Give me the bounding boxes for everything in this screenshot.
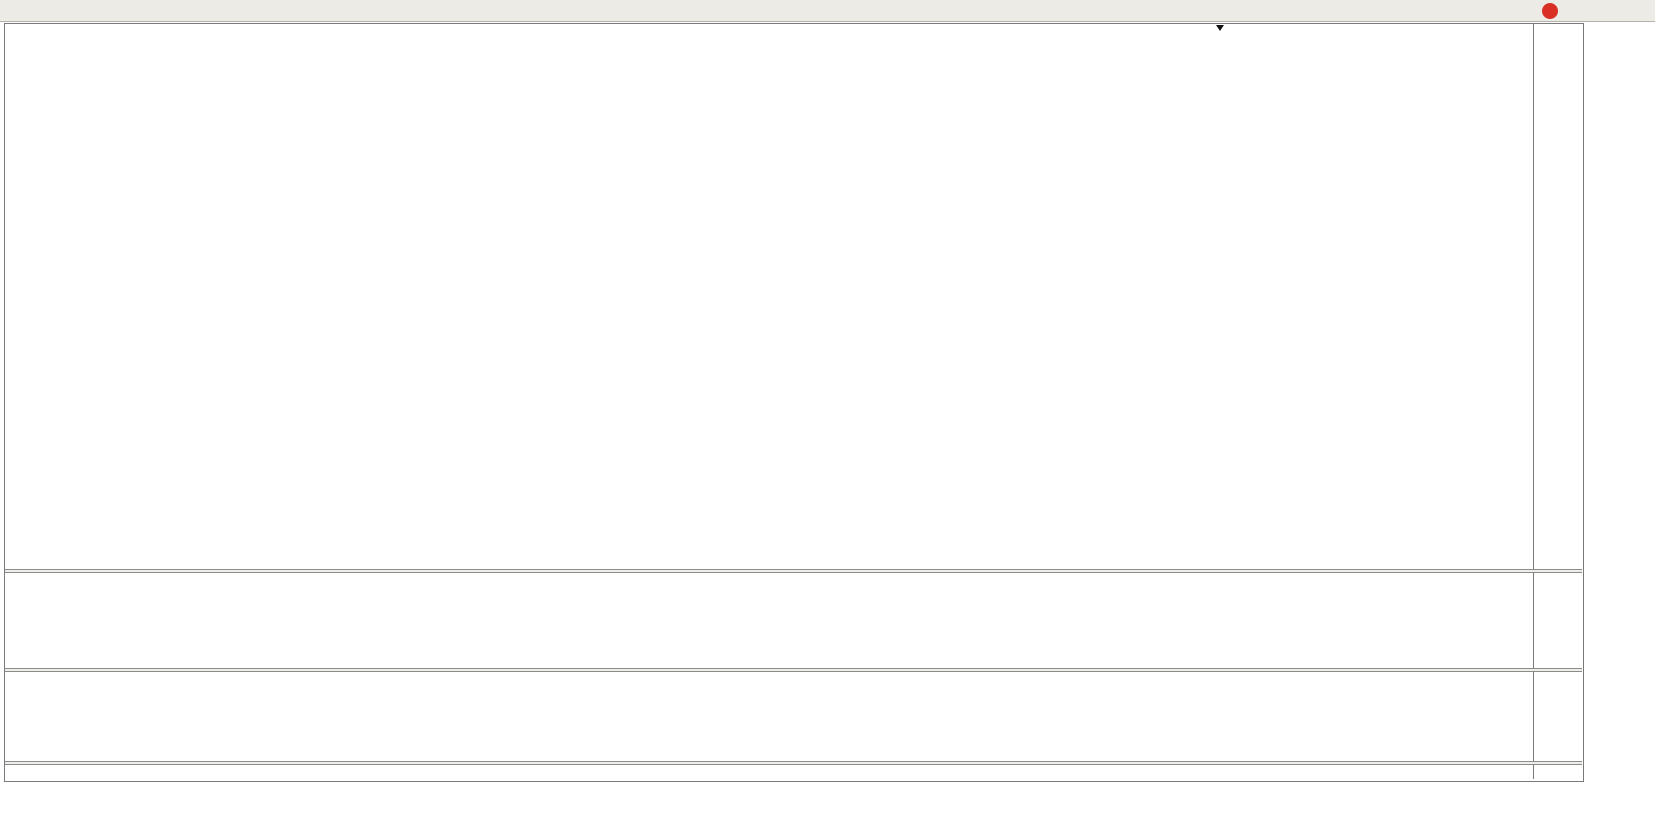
price-scale-divider	[1533, 24, 1534, 779]
rsi-indicator-canvas[interactable]	[5, 672, 1533, 761]
macd-pane-divider[interactable]	[5, 569, 1582, 573]
macd-indicator-canvas[interactable]	[5, 573, 1533, 668]
notification-badge[interactable]	[1542, 3, 1558, 19]
chart-frame	[4, 23, 1584, 782]
time-axis-divider	[5, 761, 1582, 765]
price-chart-canvas[interactable]	[5, 24, 1533, 569]
rsi-pane-divider[interactable]	[5, 668, 1582, 672]
chart-shift-marker-icon[interactable]	[1216, 25, 1224, 31]
toolbar	[0, 0, 1655, 22]
